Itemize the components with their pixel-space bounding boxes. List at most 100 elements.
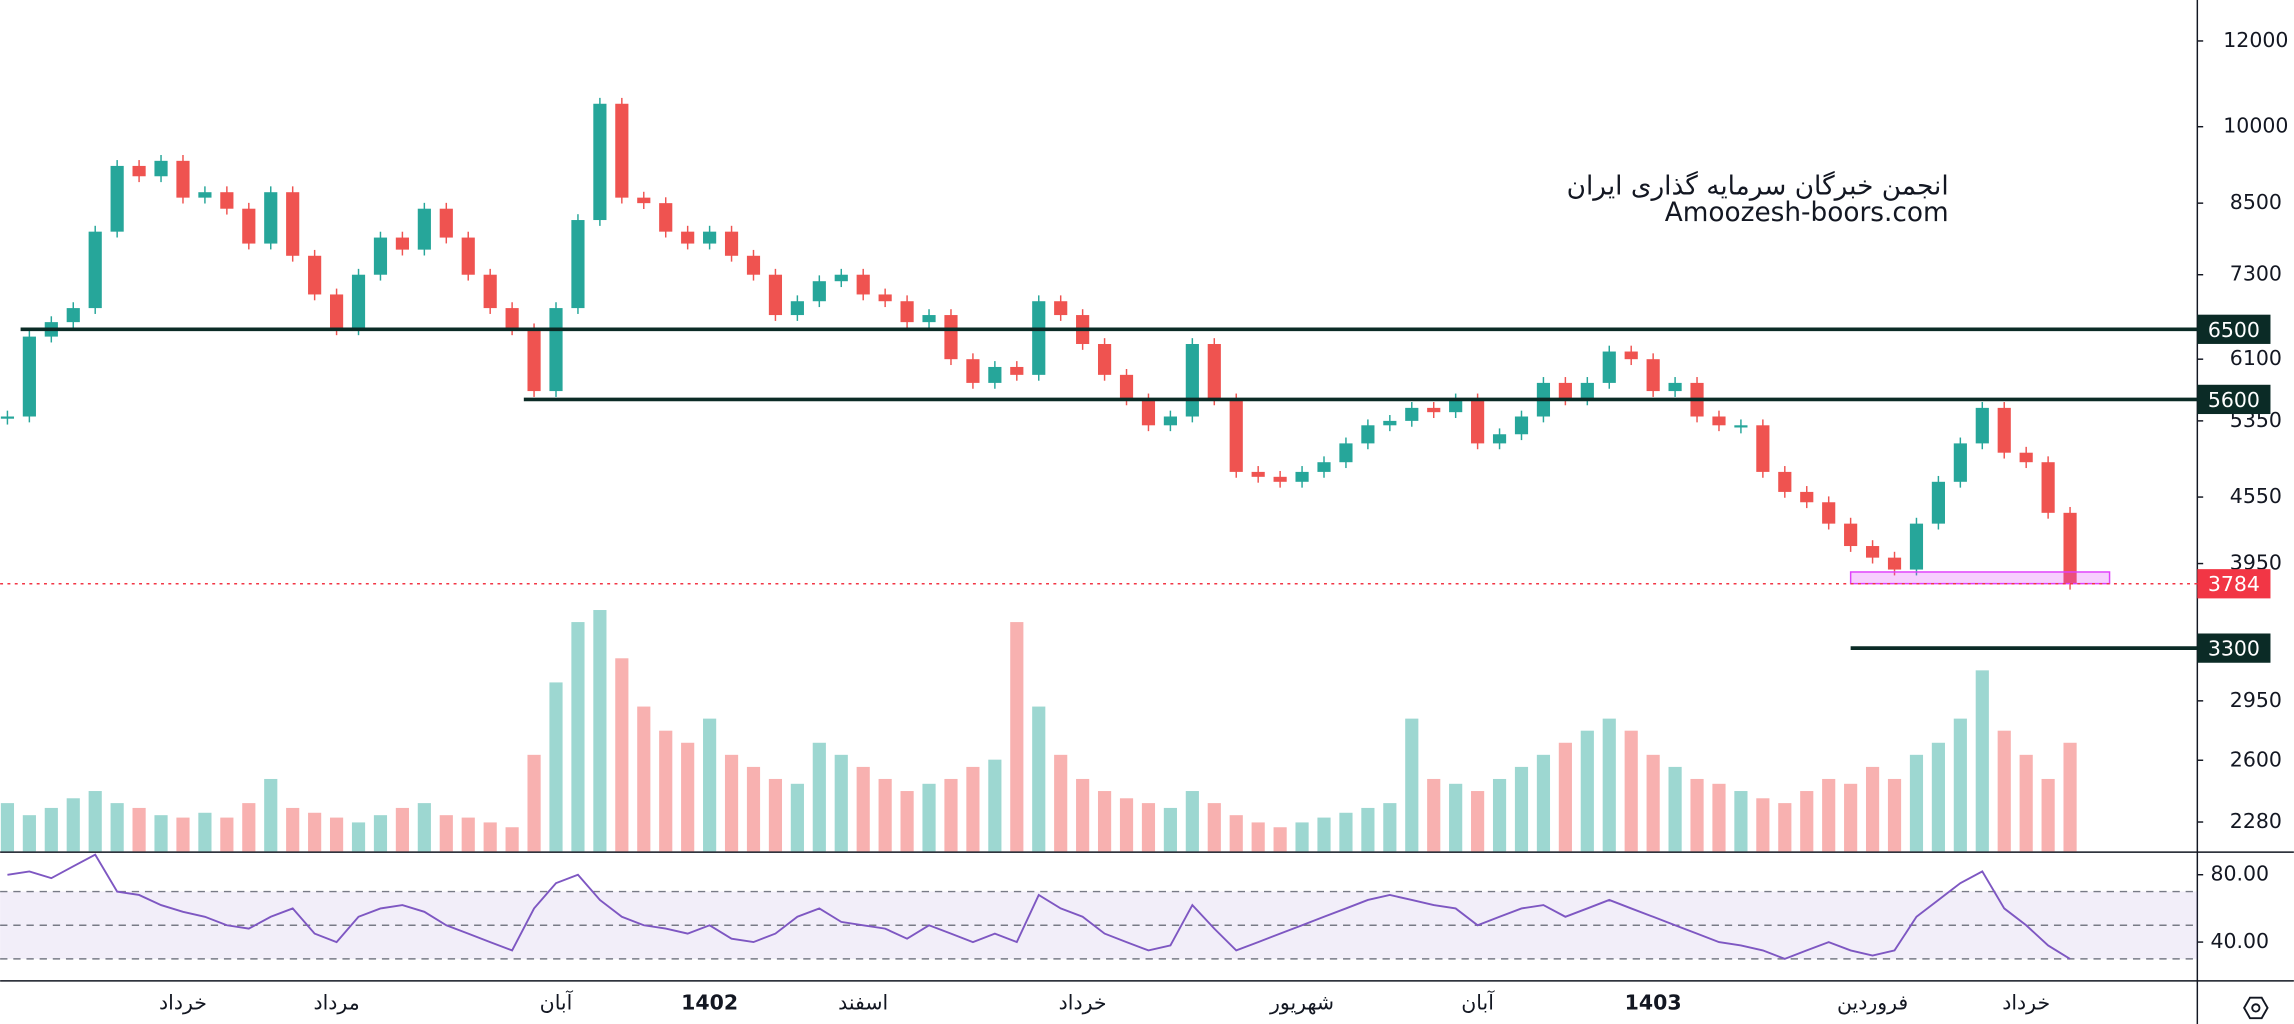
- volume-bar: [351, 822, 366, 852]
- candle-body: [922, 315, 936, 323]
- candle-body: [461, 237, 475, 275]
- volume-bar: [988, 759, 1002, 852]
- annotation: Amoozesh-boors.com: [1665, 198, 1949, 228]
- candle-body: [1295, 471, 1309, 482]
- candle-body: [1427, 407, 1441, 413]
- candle-body: [1844, 523, 1858, 547]
- candle-body: [1449, 399, 1463, 413]
- volume-bar: [1471, 791, 1485, 852]
- candle-body: [1909, 523, 1924, 570]
- candle-body: [505, 308, 519, 330]
- settings-icon-dot[interactable]: [2251, 1003, 2261, 1013]
- volume-bar: [1514, 766, 1529, 852]
- y-tick-label: 6100: [2230, 346, 2282, 370]
- volume-bar: [373, 815, 388, 852]
- candle-body: [1405, 407, 1419, 421]
- volume-bar: [439, 815, 453, 852]
- volume-bar: [264, 778, 278, 852]
- settings-icon-shape[interactable]: [2243, 996, 2269, 1020]
- x-tick-label: مرداد: [313, 991, 359, 1015]
- y-tick-label: 4550: [2230, 484, 2282, 508]
- volume-bar: [1646, 754, 1660, 852]
- volume-bar: [22, 815, 36, 852]
- candle-body: [1975, 407, 1989, 444]
- volume-bar: [637, 706, 651, 852]
- candle-body: [878, 294, 892, 302]
- volume-bar: [1492, 778, 1507, 852]
- volume-bar: [176, 817, 190, 852]
- volume-bar: [1536, 754, 1551, 852]
- level-label: 3784: [2208, 572, 2260, 596]
- x-tick-label: خرداد: [2002, 991, 2050, 1015]
- candle-body: [1054, 301, 1068, 316]
- candle-body: [1558, 382, 1572, 400]
- volume-bar: [2019, 754, 2033, 852]
- settings-icon[interactable]: [2243, 996, 2269, 1020]
- candle-body: [351, 274, 366, 330]
- volume-bar: [1558, 742, 1572, 852]
- candle-body: [1383, 420, 1397, 426]
- candle-body: [856, 274, 870, 295]
- volume-bar: [856, 766, 870, 852]
- volume-bar: [1119, 798, 1134, 852]
- volume-bar: [1865, 766, 1880, 852]
- volume-bar: [483, 822, 497, 852]
- volume-bar: [944, 778, 958, 852]
- candle-body: [66, 308, 80, 323]
- candle-body: [2063, 512, 2077, 584]
- volume-bar: [1734, 791, 1748, 852]
- volume-bar: [1163, 807, 1177, 852]
- candle-body: [1514, 416, 1529, 435]
- volume-bar: [198, 812, 212, 852]
- y-tick-label: 2280: [2230, 809, 2282, 833]
- volume-bar: [110, 803, 124, 852]
- candle-body: [1119, 374, 1134, 400]
- candle-body: [308, 255, 322, 295]
- candle-body: [242, 208, 256, 244]
- volume-bar: [1580, 730, 1594, 852]
- candle-body: [1822, 502, 1836, 524]
- volume-bar: [242, 803, 256, 852]
- candle-body: [329, 294, 344, 330]
- candle-body: [527, 329, 541, 392]
- level-label-box: [2197, 633, 2271, 663]
- y-tick-label: 2950: [2230, 688, 2282, 712]
- volume-bar: [790, 783, 804, 852]
- volume-bar: [593, 610, 607, 852]
- volume-bar: [1207, 803, 1221, 852]
- candle-body: [110, 165, 124, 232]
- volume-bar: [1602, 718, 1616, 852]
- x-tick-label: خرداد: [1059, 991, 1107, 1015]
- volume-bar: [0, 803, 15, 852]
- volume-bar: [703, 718, 717, 852]
- candle-body: [1229, 399, 1243, 472]
- candle-body: [1580, 382, 1594, 400]
- x-tick-label: اسفند: [838, 991, 888, 1015]
- volume-bar: [1229, 815, 1243, 852]
- top-layer: 6500 5600 3784 3300 خرداد مرداد آبان 1402 اسفند خ…: [0, 314, 2271, 1015]
- candle-body: [1032, 301, 1046, 375]
- volume-bar: [1317, 817, 1331, 852]
- level-label: 5600: [2208, 388, 2260, 412]
- level-label-box: [2197, 384, 2271, 415]
- candle-body: [988, 366, 1002, 383]
- volume-bar: [1975, 670, 1989, 852]
- volume-bar: [571, 622, 585, 852]
- volume-bar: [1032, 706, 1046, 852]
- volume-bar: [1756, 798, 1770, 852]
- candle-body: [966, 359, 980, 383]
- volume-bar: [900, 791, 914, 852]
- volume-bar: [1997, 730, 2011, 852]
- volume-bar: [1185, 791, 1199, 852]
- x-tick-label: آبان: [540, 990, 574, 1015]
- candle-body: [176, 160, 190, 198]
- volume-bar: [395, 807, 409, 852]
- candle-body: [1207, 344, 1221, 400]
- volume-bar: [2041, 778, 2055, 852]
- candle-body: [944, 315, 958, 360]
- volume-bar: [1844, 783, 1858, 852]
- volume-bar: [286, 807, 300, 852]
- volume-bar: [1800, 791, 1814, 852]
- candle-body: [1317, 462, 1331, 472]
